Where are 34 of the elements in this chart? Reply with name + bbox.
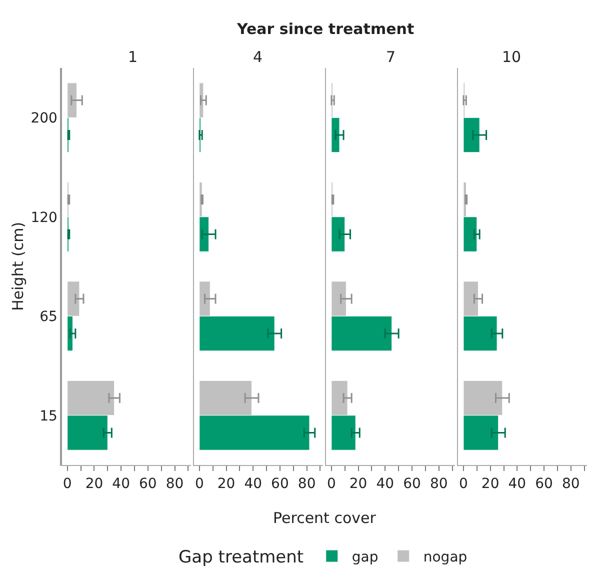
x-tick-label: 80 [430, 476, 448, 492]
y-axis-title: Height (cm) [8, 222, 27, 311]
y-tick-label: 120 [30, 210, 58, 226]
x-tick-label: 0 [194, 476, 204, 492]
x-tick-label: 80 [166, 476, 184, 492]
chart-title: 7 [386, 48, 396, 66]
chart-title: 4 [253, 48, 263, 66]
x-tick-label: 20 [481, 476, 500, 492]
x-tick-label: 60 [535, 476, 553, 492]
x-tick-label: 80 [562, 476, 580, 492]
x-tick-label: 40 [112, 476, 130, 492]
x-tick-label: 40 [376, 476, 394, 492]
legend-title: Gap treatment [178, 548, 304, 568]
x-tick-label: 0 [62, 476, 72, 492]
x-tick-label: 20 [217, 476, 236, 492]
x-tick-label: 60 [403, 476, 421, 492]
legend-label: gap [352, 549, 378, 566]
legend-label: nogap [423, 549, 468, 566]
x-tick-label: 20 [85, 476, 104, 492]
y-tick-label: 15 [40, 408, 58, 424]
x-tick-label: 0 [326, 476, 336, 492]
y-tick-label: 65 [40, 309, 58, 326]
chart-title: 10 [502, 48, 522, 66]
x-axis-title: Percent cover [273, 509, 377, 527]
x-tick-label: 0 [459, 476, 468, 492]
text: Year since treatment [236, 20, 414, 38]
x-tick-label: 40 [244, 476, 262, 492]
x-tick-label: 40 [508, 476, 526, 492]
x-tick-label: 80 [298, 476, 316, 492]
y-tick-label: 200 [30, 110, 58, 127]
x-tick-label: 60 [139, 476, 157, 492]
chart-title: 1 [128, 48, 138, 66]
x-tick-label: 60 [271, 476, 289, 492]
x-tick-label: 20 [349, 476, 368, 492]
